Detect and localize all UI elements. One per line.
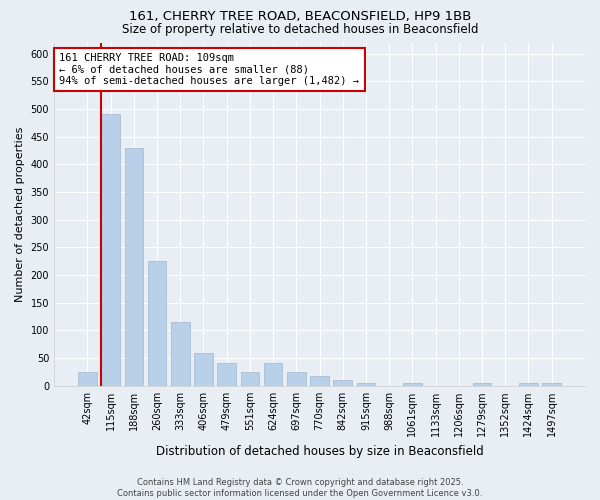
Bar <box>334 380 352 386</box>
Bar <box>101 114 120 386</box>
Bar <box>78 372 97 386</box>
Bar <box>542 383 561 386</box>
Bar <box>171 322 190 386</box>
Text: Size of property relative to detached houses in Beaconsfield: Size of property relative to detached ho… <box>122 22 478 36</box>
Bar <box>473 383 491 386</box>
Text: 161 CHERRY TREE ROAD: 109sqm
← 6% of detached houses are smaller (88)
94% of sem: 161 CHERRY TREE ROAD: 109sqm ← 6% of det… <box>59 53 359 86</box>
Bar <box>148 261 166 386</box>
Bar <box>194 352 213 386</box>
Y-axis label: Number of detached properties: Number of detached properties <box>15 126 25 302</box>
Text: 161, CHERRY TREE ROAD, BEACONSFIELD, HP9 1BB: 161, CHERRY TREE ROAD, BEACONSFIELD, HP9… <box>129 10 471 23</box>
Bar <box>264 362 283 386</box>
Bar <box>241 372 259 386</box>
Bar <box>125 148 143 386</box>
Text: Contains HM Land Registry data © Crown copyright and database right 2025.
Contai: Contains HM Land Registry data © Crown c… <box>118 478 482 498</box>
Bar <box>403 383 422 386</box>
Bar <box>356 383 375 386</box>
Bar <box>519 383 538 386</box>
X-axis label: Distribution of detached houses by size in Beaconsfield: Distribution of detached houses by size … <box>155 444 484 458</box>
Bar <box>217 362 236 386</box>
Bar <box>287 372 305 386</box>
Bar <box>310 376 329 386</box>
